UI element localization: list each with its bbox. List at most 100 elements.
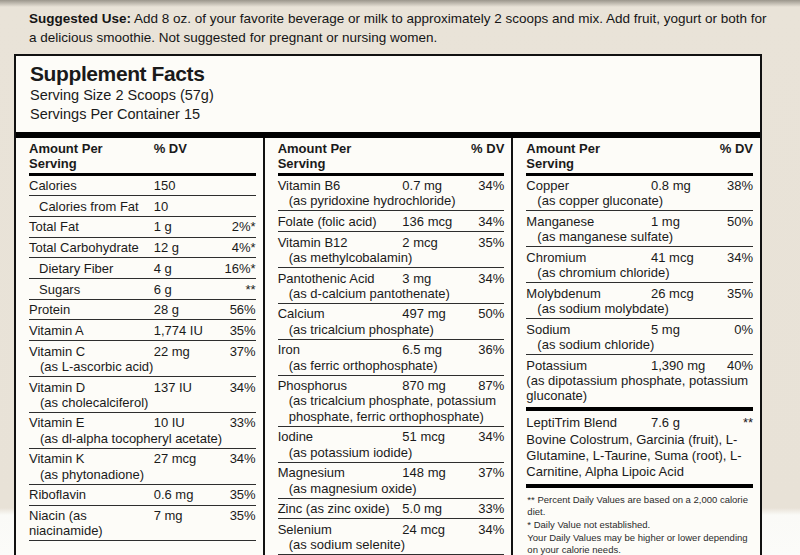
nutrient-name: Dietary Fiber (29, 261, 154, 276)
blend-section: LeptiTrim Blend 7.6 g ** Bovine Colostru… (526, 414, 753, 481)
nutrient-row: Total Carbohydrate 12 g 4%* (29, 238, 256, 259)
nutrient-row: Folate (folic acid) 136 mcg 34% (278, 211, 505, 232)
nutrient-row: Vitamin D 137 IU 34% (as cholecalciferol… (29, 377, 256, 413)
nutrient-dv: 50% (713, 214, 753, 229)
nutrient-amount: 870 mg (402, 378, 464, 393)
nutrient-name: Phosphorus (278, 378, 403, 393)
nutrient-row-main: Vitamin B12 2 mcg 35% (278, 235, 505, 250)
nutrient-source: (as cholecalciferol) (29, 395, 256, 410)
nutrient-row: Vitamin A 1,774 IU 35% (29, 320, 256, 341)
nutrient-name: Sodium (526, 322, 651, 337)
nutrient-amount: 28 g (154, 302, 216, 317)
nutrient-amount: 4 g (154, 261, 216, 276)
nutrient-amount: 0.8 mg (651, 178, 713, 193)
nutrient-dv: 87% (464, 378, 504, 393)
nutrient-name: Total Fat (29, 219, 154, 234)
nutrient-dv: 35% (216, 323, 256, 338)
nutrient-source: (as dipotassium phosphate, potassium glu… (526, 373, 753, 403)
nutrient-dv: 56% (216, 302, 256, 317)
nutrient-dv: 16%* (216, 261, 256, 276)
nutrient-source: (as d-calcium pantothenate) (278, 286, 505, 301)
nutrient-amount: 10 (154, 199, 216, 214)
nutrient-dv: 34% (216, 380, 256, 395)
supplement-facts-panel: Supplement Facts Serving Size 2 Scoops (… (14, 54, 762, 555)
nutrient-row: Dietary Fiber 4 g 16%* (29, 258, 256, 279)
nutrient-dv: 34% (464, 214, 504, 229)
nutrient-dv: 34% (464, 522, 504, 537)
nutrient-column-2: Amount Per Serving % DV Vitamin B6 0.7 m… (263, 138, 512, 555)
nutrient-dv: ** (216, 282, 256, 297)
nutrient-rows: Calories 150 Calories from Fat 10 Total … (29, 176, 256, 542)
nutrient-dv: 0% (713, 322, 753, 337)
nutrient-row-main: Vitamin D 137 IU 34% (29, 380, 256, 395)
nutrient-source: (as dl-alpha tocopheryl acetate) (29, 431, 256, 446)
nutrient-row-main: Pantothenic Acid 3 mg 34% (278, 271, 505, 286)
footnote-dv-not-established: * Daily Value not established. (527, 519, 751, 531)
nutrient-amount: 26 mcg (651, 286, 713, 301)
nutrient-amount: 0.6 mg (154, 487, 216, 502)
nutrient-row-main: Sugars 6 g ** (29, 282, 256, 297)
nutrient-rows: Copper 0.8 mg 38% (as copper gluconate) … (526, 176, 753, 406)
nutrient-row-main: Potassium 1,390 mg 40% (526, 358, 753, 373)
nutrient-source: (as potassium iodide) (278, 445, 505, 460)
nutrient-row-main: Sodium 5 mg 0% (526, 322, 753, 337)
suggested-use-text: Add 8 oz. of your favorite beverage or m… (29, 11, 767, 45)
nutrient-name: Sugars (29, 282, 154, 297)
nutrient-source: (as sodium molybdate) (526, 301, 753, 316)
nutrient-amount: 22 mg (154, 344, 216, 359)
nutrient-row: Magnesium 148 mg 37% (as magnesium oxide… (278, 463, 505, 499)
nutrient-name: Vitamin B6 (278, 178, 403, 193)
nutrient-row: Niacin (as niacinamide) 7 mg 35% (29, 506, 256, 542)
nutrient-source: (as copper gluconate) (526, 193, 753, 208)
nutrient-row-main: Niacin (as niacinamide) 7 mg 35% (29, 508, 256, 538)
nutrient-source: (as magnesium oxide) (278, 481, 505, 496)
nutrient-column-3: Amount Per Serving % DV Copper 0.8 mg 38… (511, 138, 760, 555)
nutrient-name: Calories from Fat (29, 199, 154, 214)
nutrient-row-main: Calories from Fat 10 (29, 199, 256, 214)
nutrient-row: Vitamin B6 0.7 mg 34% (as pyridoxine hyd… (278, 176, 505, 212)
nutrient-name: Total Carbohydrate (29, 240, 154, 255)
nutrient-row-main: Vitamin E 10 IU 33% (29, 415, 256, 430)
nutrient-dv: 38% (713, 178, 753, 193)
nutrient-dv: 40% (713, 358, 753, 373)
blend-name: LeptiTrim Blend (526, 415, 651, 431)
nutrient-name: Niacin (as niacinamide) (29, 508, 154, 538)
nutrient-name: Vitamin A (29, 323, 154, 338)
nutrient-row: Calcium 497 mg 50% (as tricalcium phosph… (278, 304, 505, 340)
nutrient-dv: 33% (464, 501, 504, 516)
nutrient-amount: 136 mcg (402, 214, 464, 229)
column-header-amount: Amount Per Serving (526, 141, 651, 171)
panel-header: Supplement Facts Serving Size 2 Scoops (… (16, 56, 760, 128)
nutrient-source: (as manganese sulfate) (526, 229, 753, 244)
column-header: Amount Per Serving % DV (526, 138, 753, 176)
column-header-dv: % DV (464, 141, 504, 156)
nutrient-row: Calories 150 (29, 176, 256, 197)
nutrient-row-main: Vitamin C 22 mg 37% (29, 344, 256, 359)
panel-title: Supplement Facts (30, 63, 748, 85)
nutrient-row: Sodium 5 mg 0% (as sodium chloride) (526, 319, 753, 355)
nutrient-amount: 27 mcg (154, 451, 216, 466)
nutrient-row: Pantothenic Acid 3 mg 34% (as d-calcium … (278, 268, 505, 304)
servings-per-container: Servings Per Container 15 (30, 105, 748, 123)
nutrient-amount: 1 g (154, 219, 216, 234)
nutrient-source: (as tricalcium phosphate, potassium phos… (278, 393, 505, 423)
nutrient-name: Protein (29, 302, 154, 317)
blend-divider-top (526, 407, 753, 411)
nutrient-row-main: Vitamin K 27 mcg 34% (29, 451, 256, 466)
nutrient-amount: 12 g (154, 240, 216, 255)
serving-size: Serving Size 2 Scoops (57g) (30, 86, 748, 104)
nutrient-source: (as L-ascorbic acid) (29, 359, 256, 374)
nutrient-amount: 3 mg (402, 271, 464, 286)
nutrient-dv: 35% (216, 508, 256, 523)
blend-divider-bottom (526, 484, 753, 488)
blend-dv: ** (713, 415, 753, 431)
nutrient-row: Total Fat 1 g 2%* (29, 217, 256, 238)
column-header-dv: % DV (154, 141, 216, 156)
nutrient-amount: 41 mcg (651, 250, 713, 265)
footnote-calorie-needs: Your Daily Values may be higher or lower… (527, 532, 751, 555)
nutrient-name: Iron (278, 342, 403, 357)
nutrient-row: Calories from Fat 10 (29, 196, 256, 217)
nutrient-name: Calories (29, 178, 154, 193)
nutrient-dv: 37% (464, 465, 504, 480)
nutrient-dv: 33% (216, 415, 256, 430)
